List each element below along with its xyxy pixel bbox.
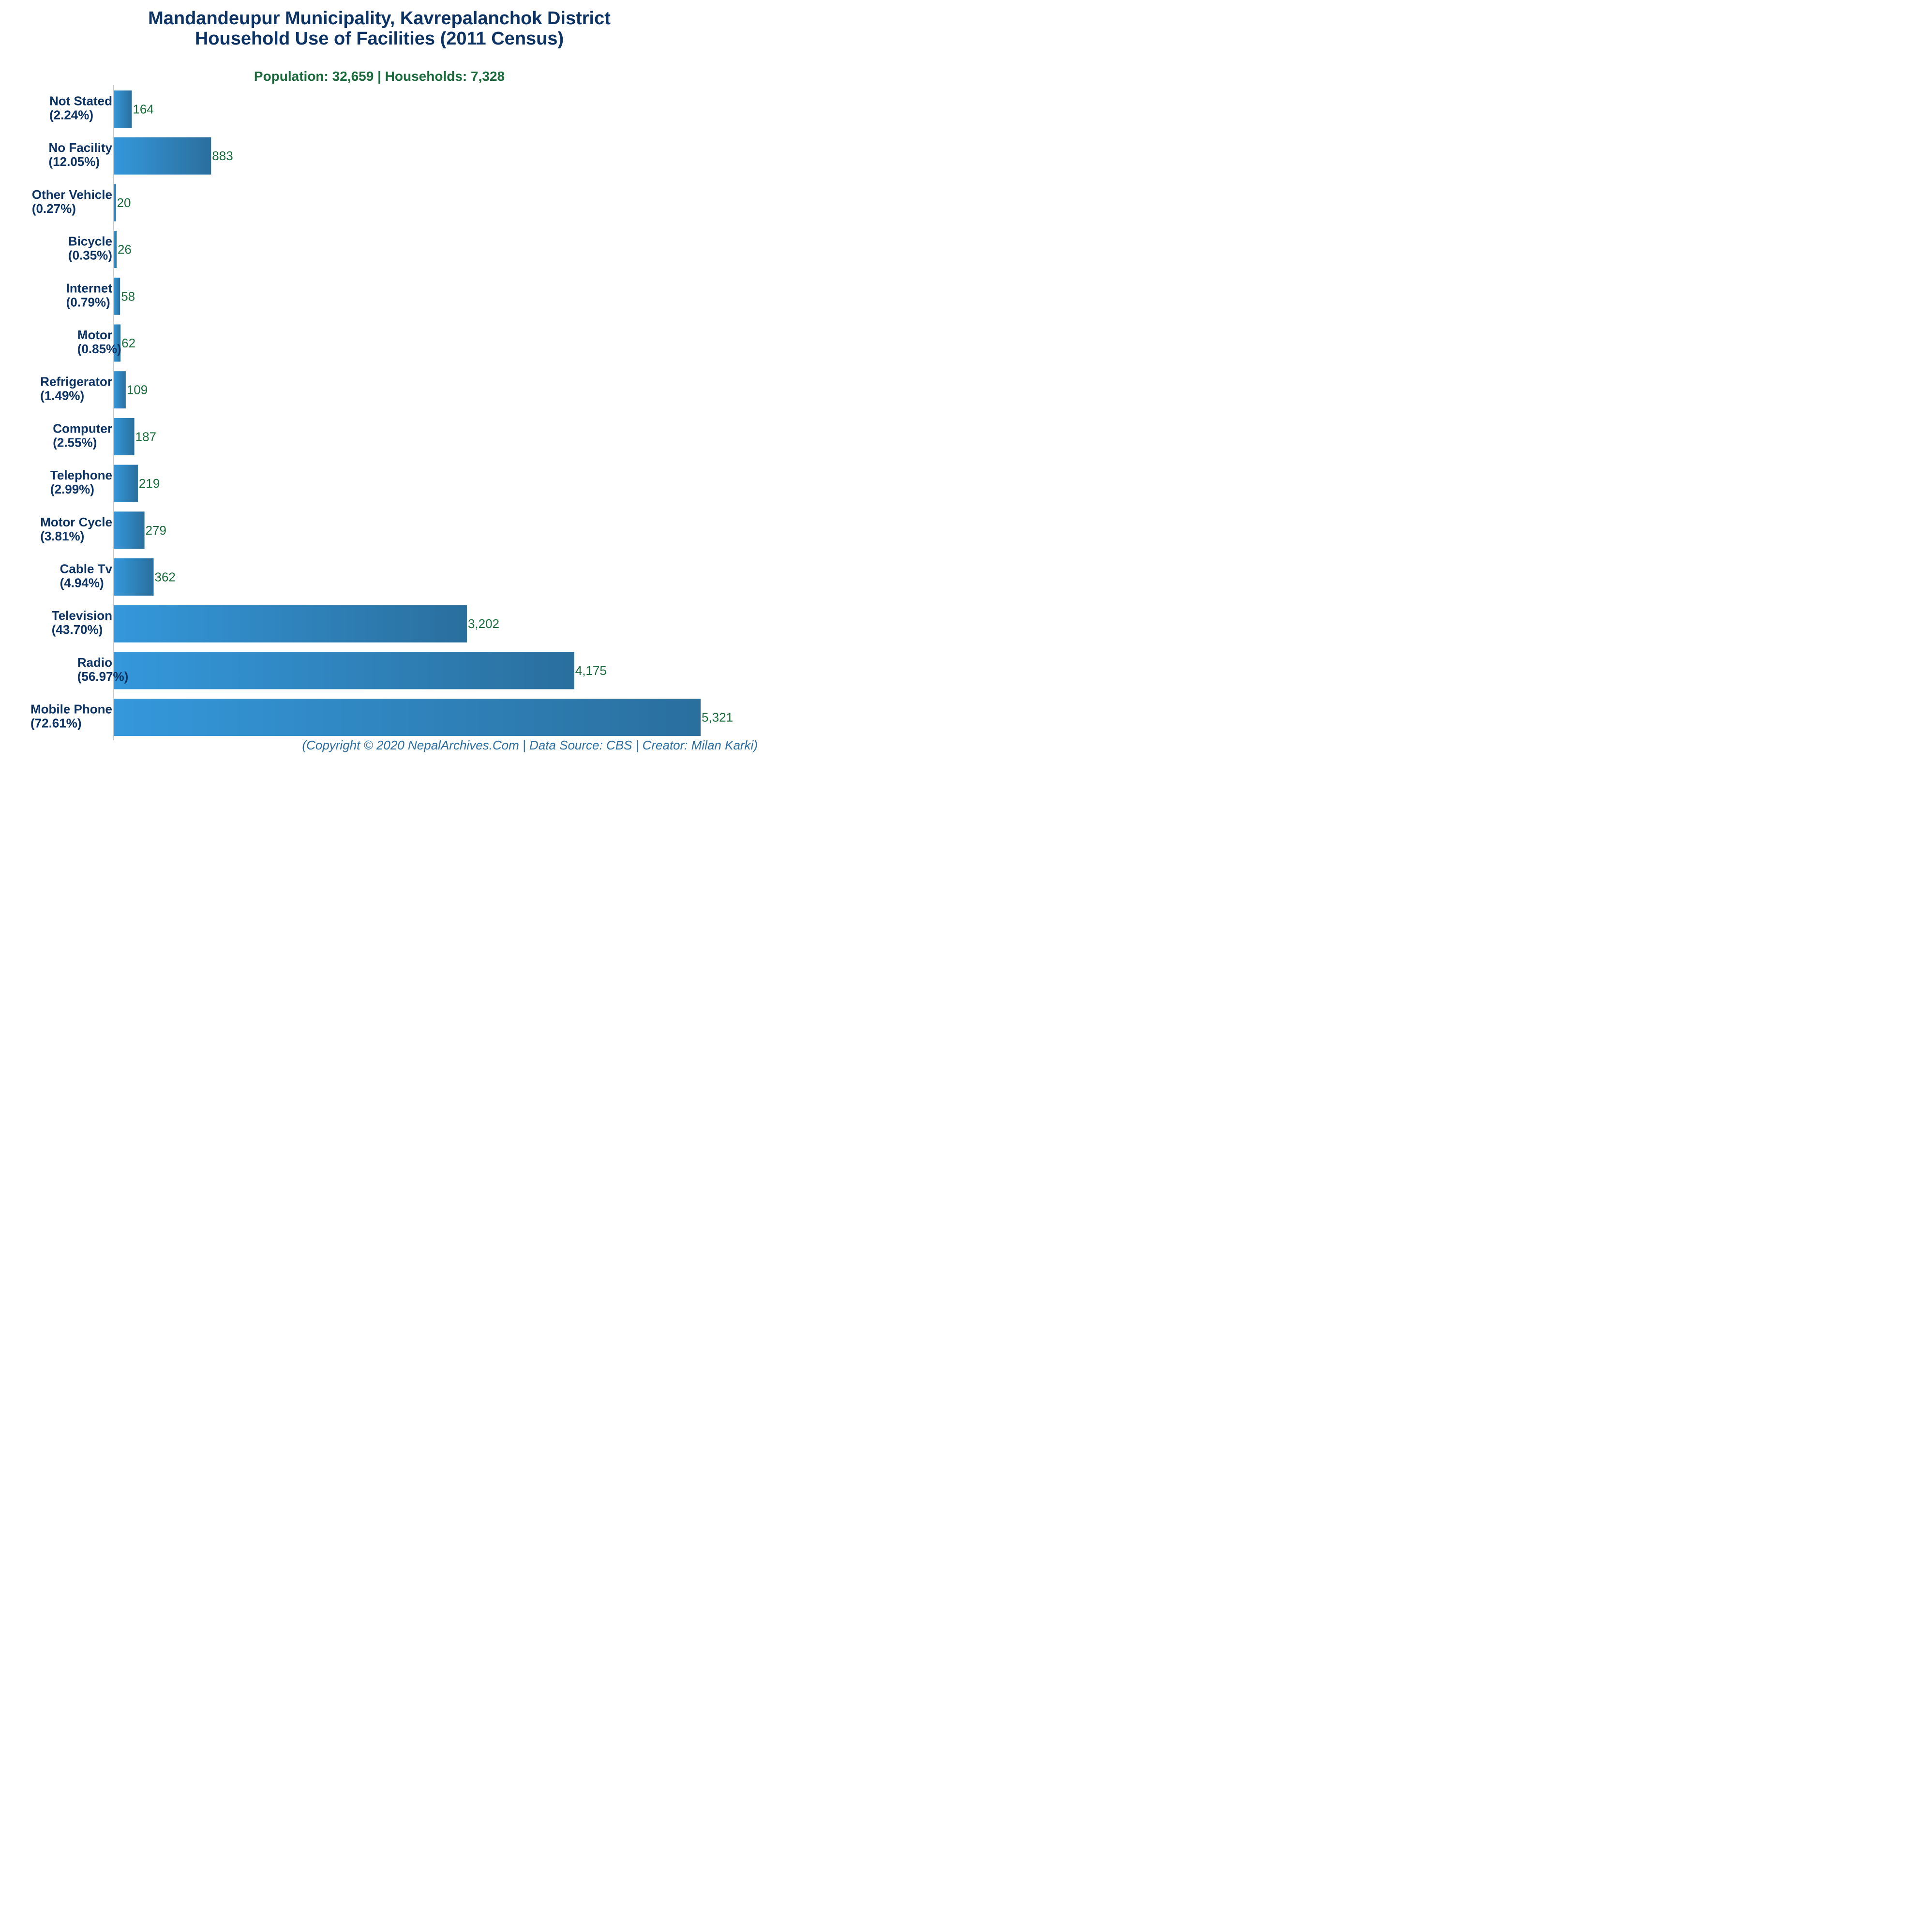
category-label-10: Cable Tv xyxy=(60,562,113,576)
bar-7 xyxy=(114,418,135,455)
bar-8 xyxy=(114,464,138,502)
category-pct-label-8: (2.99%) xyxy=(50,482,94,496)
value-label-4: 58 xyxy=(121,289,135,303)
category-pct-label-4: (0.79%) xyxy=(66,295,110,309)
category-label-4: Internet xyxy=(66,281,113,295)
category-label-9: Motor Cycle xyxy=(40,515,112,529)
category-label-1: No Facility xyxy=(49,140,113,155)
bar-chart: Mandandeupur Municipality, Kavrepalancho… xyxy=(30,8,758,752)
category-pct-label-0: (2.24%) xyxy=(49,108,93,122)
category-pct-label-6: (1.49%) xyxy=(40,389,84,403)
category-label-2: Other Vehicle xyxy=(32,187,112,202)
bar-9 xyxy=(114,511,145,549)
category-label-12: Radio xyxy=(77,655,112,670)
value-label-1: 883 xyxy=(212,149,233,163)
category-label-5: Motor xyxy=(77,328,112,342)
value-label-5: 62 xyxy=(121,336,135,350)
category-label-0: Not Stated xyxy=(49,94,112,108)
category-pct-label-3: (0.35%) xyxy=(68,248,112,263)
category-label-6: Refrigerator xyxy=(40,374,112,389)
value-label-10: 362 xyxy=(155,570,176,584)
value-label-12: 4,175 xyxy=(575,663,607,678)
bar-1 xyxy=(114,137,211,175)
chart-subtitle: Population: 32,659 | Households: 7,328 xyxy=(254,69,505,84)
category-label-3: Bicycle xyxy=(68,234,112,249)
category-pct-label-9: (3.81%) xyxy=(40,529,84,543)
category-pct-label-7: (2.55%) xyxy=(53,435,97,449)
bar-10 xyxy=(114,558,154,596)
chart-title-line-2: Household Use of Facilities (2011 Census… xyxy=(195,29,564,49)
bar-11 xyxy=(114,605,467,643)
bar-12 xyxy=(114,652,574,689)
bar-3 xyxy=(114,231,117,269)
category-label-13: Mobile Phone xyxy=(30,702,112,717)
value-label-11: 3,202 xyxy=(468,616,499,631)
value-label-2: 20 xyxy=(117,195,131,210)
category-label-8: Telephone xyxy=(50,468,112,482)
chart-title-line-1: Mandandeupur Municipality, Kavrepalancho… xyxy=(148,8,611,29)
bar-13 xyxy=(114,699,701,736)
bar-0 xyxy=(114,90,132,128)
category-pct-label-2: (0.27%) xyxy=(32,201,76,216)
bar-4 xyxy=(114,277,120,315)
chart-credit: (Copyright © 2020 NepalArchives.Com | Da… xyxy=(302,738,758,752)
category-pct-label-5: (0.85%) xyxy=(77,342,121,356)
category-label-7: Computer xyxy=(53,421,112,435)
category-pct-label-12: (56.97%) xyxy=(77,669,129,684)
category-label-11: Television xyxy=(52,608,112,623)
bar-2 xyxy=(114,184,116,222)
value-label-13: 5,321 xyxy=(702,710,733,725)
category-pct-label-10: (4.94%) xyxy=(60,576,104,590)
value-label-9: 279 xyxy=(146,523,166,538)
bars-layer: 164 Not Stated(2.24%) 883 No Facility(12.05… xyxy=(30,90,733,736)
value-label-0: 164 xyxy=(133,102,153,117)
category-pct-label-13: (72.61%) xyxy=(30,716,82,731)
value-label-8: 219 xyxy=(139,476,160,491)
bar-5 xyxy=(114,324,121,362)
value-label-6: 109 xyxy=(127,383,148,397)
category-pct-label-11: (43.70%) xyxy=(52,622,103,637)
value-label-3: 26 xyxy=(118,242,132,257)
category-pct-label-1: (12.05%) xyxy=(49,154,100,169)
value-label-7: 187 xyxy=(135,429,156,444)
bar-6 xyxy=(114,371,126,409)
